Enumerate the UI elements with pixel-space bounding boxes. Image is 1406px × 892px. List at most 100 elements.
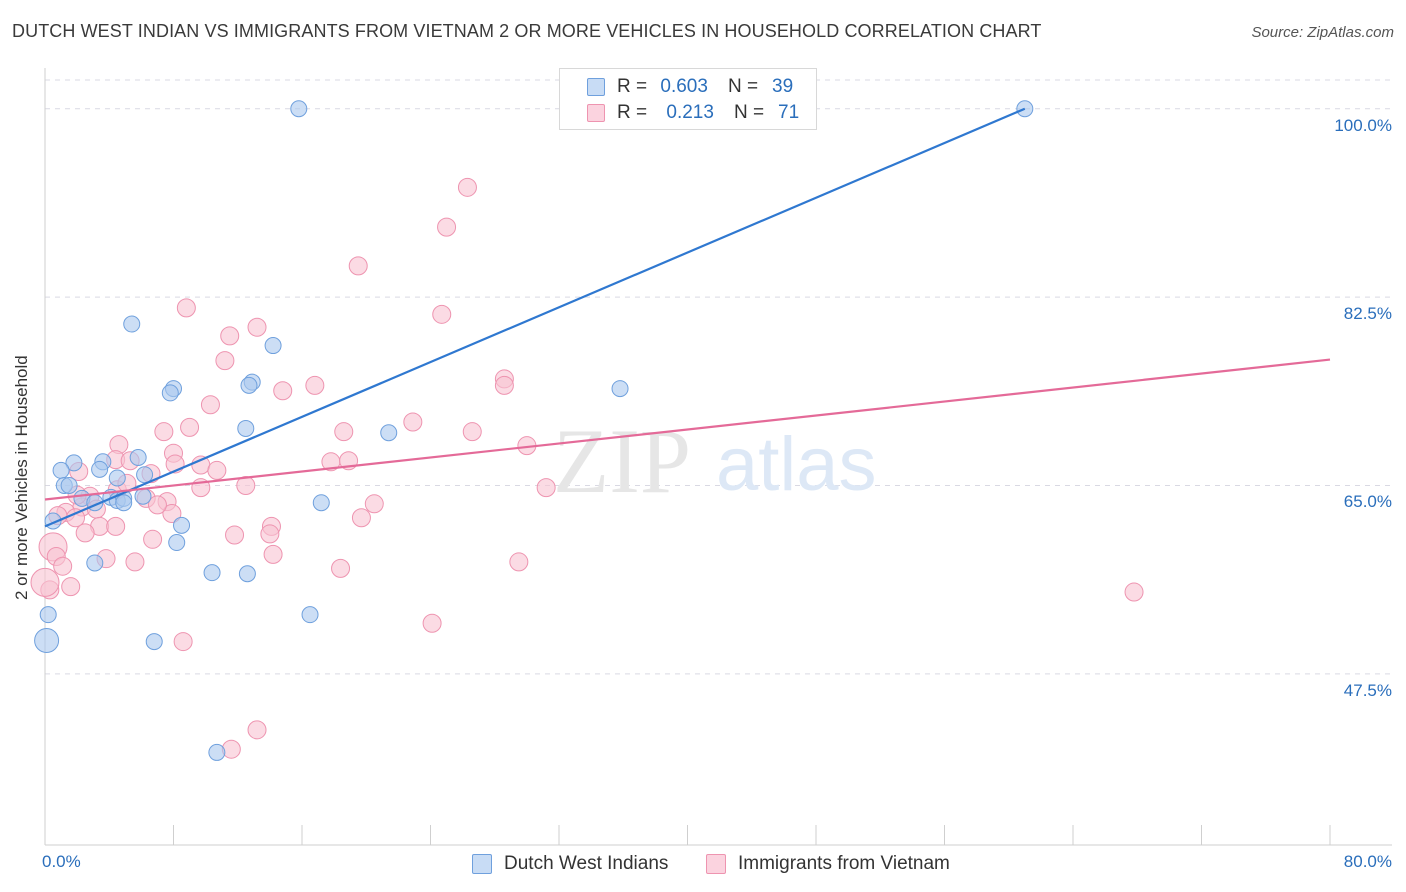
data-point-vietnam — [422, 613, 442, 633]
data-point-dutch-west-indian — [136, 466, 154, 484]
x-tick-min: 0.0% — [42, 852, 81, 871]
data-point-vietnam — [191, 455, 211, 475]
data-point-vietnam — [225, 525, 245, 545]
data-point-vietnam — [1124, 582, 1144, 602]
data-point-vietnam — [247, 317, 267, 337]
data-point-dutch-west-indian — [301, 606, 319, 624]
legend-r-label: R = — [617, 102, 648, 123]
data-point-vietnam — [260, 524, 280, 544]
data-point-vietnam — [125, 552, 145, 572]
bottom-legend-vietnam: Immigrants from Vietnam — [706, 851, 950, 877]
data-point-vietnam — [106, 516, 126, 536]
data-point-vietnam — [432, 304, 452, 324]
data-point-dutch-west-indian — [203, 564, 221, 582]
watermark: ZIP atlas — [553, 410, 877, 512]
data-point-dutch-west-indian — [168, 534, 186, 552]
legend-swatch-pink — [587, 104, 605, 122]
data-point-vietnam — [200, 395, 220, 415]
data-point-vietnam — [457, 177, 477, 197]
data-point-dutch-west-indian — [240, 376, 258, 394]
data-point-vietnam — [334, 422, 354, 442]
y-tick-label: 82.5% — [1343, 304, 1392, 324]
data-point-vietnam — [215, 351, 235, 371]
bottom-legend-label-dutch: Dutch West Indians — [504, 853, 669, 874]
bottom-legend-swatch-pink — [706, 854, 726, 874]
data-point-vietnam — [305, 375, 325, 395]
legend-n-value: 71 — [778, 102, 800, 123]
data-point-vietnam — [494, 375, 514, 395]
data-point-vietnam — [364, 494, 384, 514]
legend-swatch-blue — [587, 78, 605, 96]
chart-title: DUTCH WEST INDIAN VS IMMIGRANTS FROM VIE… — [12, 21, 1042, 41]
data-point-vietnam — [53, 556, 73, 576]
data-point-dutch-west-indian — [380, 424, 398, 442]
data-point-vietnam — [147, 495, 167, 515]
legend-n-label: N = — [727, 76, 759, 97]
data-point-dutch-west-indian — [129, 449, 147, 466]
data-point-vietnam — [173, 632, 193, 652]
legend-r-value: 0.213 — [666, 102, 714, 123]
data-point-dutch-west-indian — [161, 384, 179, 402]
data-point-vietnam — [221, 739, 241, 759]
data-point-dutch-west-indian — [145, 633, 163, 651]
data-point-dutch-west-indian — [60, 476, 78, 494]
legend-n-label: N = — [733, 102, 765, 123]
trendline-dutch-west-indians — [44, 107, 1026, 528]
data-point-dutch-west-indian — [115, 494, 133, 512]
data-point-vietnam — [509, 552, 529, 572]
data-point-dutch-west-indian — [611, 380, 629, 398]
data-point-vietnam — [536, 478, 556, 498]
y-axis-label: 2 or more Vehicles in Household — [12, 355, 31, 600]
data-point-vietnam — [143, 529, 163, 549]
data-point-vietnam — [273, 381, 293, 401]
data-point-dutch-west-indian — [39, 606, 57, 624]
data-point-vietnam — [75, 523, 95, 543]
trendline-vietnam — [44, 358, 1331, 501]
data-point-vietnam — [437, 217, 457, 237]
legend-r-label: R = — [617, 76, 648, 97]
data-point-dutch-west-indian — [86, 554, 104, 572]
data-point-dutch-west-indian — [108, 469, 126, 487]
legend-r-value: 0.603 — [660, 76, 708, 97]
data-point-dutch-west-indian — [312, 494, 330, 512]
data-point-dutch-west-indian — [264, 337, 282, 355]
data-point-dutch-west-indian — [65, 454, 83, 472]
data-point-dutch-west-indian — [134, 487, 152, 505]
legend-n-value: 39 — [772, 76, 794, 97]
data-point-dutch-west-indian — [238, 565, 256, 583]
data-point-dutch-west-indian — [52, 461, 70, 479]
data-point-vietnam — [154, 422, 174, 442]
data-point-vietnam — [247, 720, 267, 740]
y-tick-label: 100.0% — [1334, 115, 1392, 135]
data-point-dutch-west-indian — [91, 460, 109, 478]
data-point-vietnam — [348, 256, 368, 276]
data-point-vietnam — [61, 577, 81, 597]
data-point-vietnam — [462, 422, 482, 442]
data-point-dutch-west-indian — [123, 315, 141, 333]
source-label: Source: ZipAtlas.com — [1251, 24, 1394, 41]
data-point-dutch-west-indian — [290, 100, 308, 118]
bottom-legend-label-vietnam: Immigrants from Vietnam — [738, 853, 950, 874]
watermark-zip: ZIP — [553, 410, 691, 512]
data-point-dutch-west-indian — [173, 516, 191, 534]
data-point-vietnam — [176, 298, 196, 318]
data-point-vietnam — [220, 326, 240, 346]
trendlines — [44, 107, 1331, 528]
bottom-legend-dutch: Dutch West Indians — [472, 851, 668, 877]
y-tick-label: 47.5% — [1343, 680, 1392, 700]
legend-row-dutch: R = 0.603 N = 39 — [560, 74, 793, 100]
data-point-dutch-west-indian — [34, 627, 60, 653]
x-tick-max: 80.0% — [1343, 852, 1392, 871]
data-point-dutch-west-indian — [208, 743, 226, 761]
data-point-vietnam — [263, 544, 283, 564]
legend-row-vietnam: R = 0.213 N = 71 — [560, 100, 799, 126]
y-tick-label: 65.0% — [1343, 492, 1392, 512]
data-point-vietnam — [351, 508, 371, 528]
data-point-vietnam — [236, 475, 256, 495]
bottom-legend-swatch-blue — [472, 854, 492, 874]
data-point-vietnam — [162, 503, 182, 523]
axes — [44, 68, 1392, 846]
data-point-vietnam — [30, 567, 60, 597]
data-point-dutch-west-indian — [237, 419, 255, 437]
